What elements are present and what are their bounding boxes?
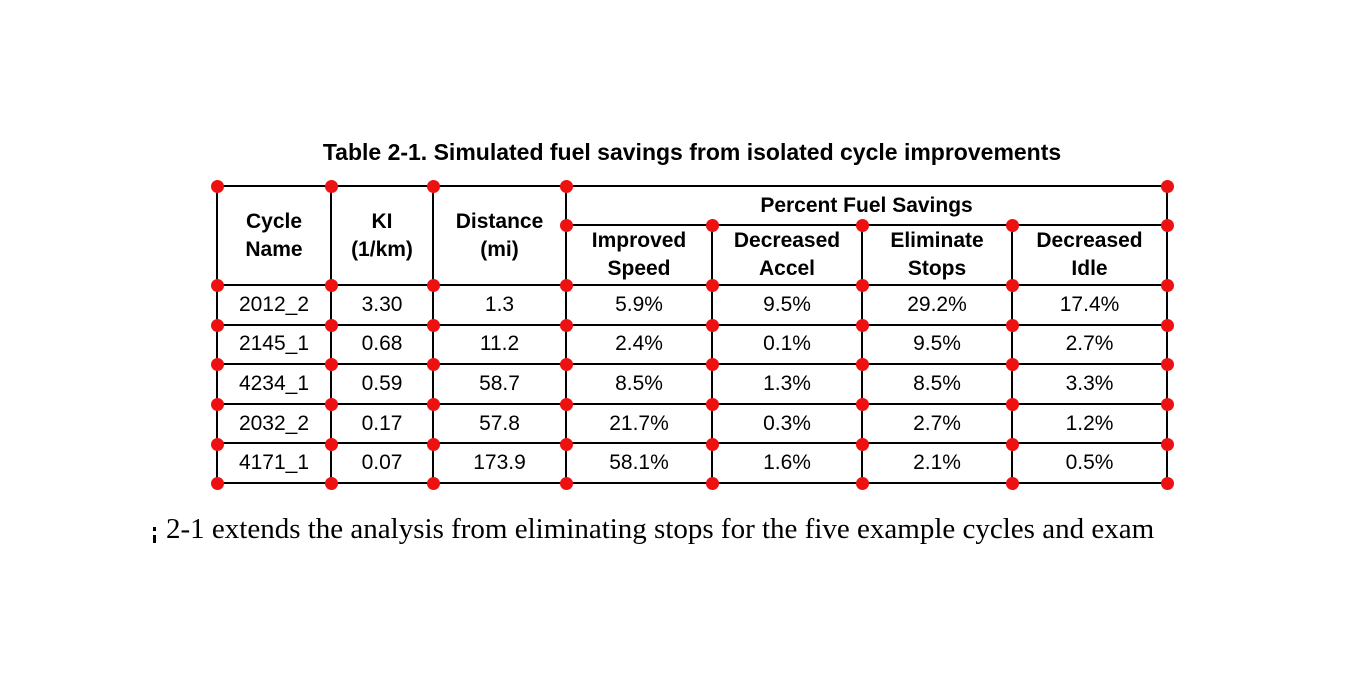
header-decreased-idle: Decreased Idle bbox=[1010, 224, 1169, 286]
header-distance: Distance (mi) bbox=[432, 185, 567, 286]
cell-decreased-idle: 0.5% bbox=[1010, 442, 1169, 484]
cell-improved-speed: 21.7% bbox=[565, 402, 713, 445]
header-percent-fuel-savings: Percent Fuel Savings bbox=[564, 185, 1169, 226]
cell-ki: 0.17 bbox=[330, 402, 434, 445]
cell-distance: 58.7 bbox=[432, 363, 567, 405]
cell-ki: 0.07 bbox=[330, 442, 434, 484]
cell-improved-speed: 8.5% bbox=[565, 363, 713, 405]
table-row: 4171_1 0.07 173.9 58.1% 1.6% 2.1% 0.5% bbox=[216, 442, 1169, 484]
fuel-savings-table: Cycle Name KI (1/km) Distance (mi) Perce… bbox=[216, 185, 1169, 484]
cell-improved-speed: 5.9% bbox=[565, 284, 713, 326]
header-improved-speed: Improved Speed bbox=[565, 224, 713, 286]
cell-decreased-idle: 3.3% bbox=[1010, 363, 1169, 405]
header-cycle-name: Cycle Name bbox=[216, 185, 332, 286]
table-caption: Table 2-1. Simulated fuel savings from i… bbox=[322, 139, 1062, 165]
header-row-sub: Improved Speed Decreased Accel Eliminate… bbox=[217, 224, 1169, 286]
cell-decreased-accel: 0.1% bbox=[711, 323, 863, 366]
cell-ki: 0.59 bbox=[330, 363, 434, 405]
cell-cycle-name: 2145_1 bbox=[216, 323, 332, 366]
table-row: 2012_2 3.30 1.3 5.9% 9.5% 29.2% 17.4% bbox=[216, 284, 1169, 326]
cell-decreased-accel: 1.6% bbox=[711, 442, 863, 484]
cell-ki: 0.68 bbox=[330, 323, 434, 366]
cell-eliminate-stops: 2.7% bbox=[861, 402, 1013, 445]
cell-improved-speed: 2.4% bbox=[565, 323, 713, 366]
clipped-glyph-fragment bbox=[153, 527, 156, 543]
cell-decreased-accel: 0.3% bbox=[711, 402, 863, 445]
cell-decreased-idle: 1.2% bbox=[1010, 402, 1169, 445]
cell-cycle-name: 4171_1 bbox=[216, 442, 332, 484]
header-ki: KI (1/km) bbox=[330, 185, 434, 286]
cell-decreased-accel: 9.5% bbox=[711, 284, 863, 326]
cell-decreased-idle: 2.7% bbox=[1010, 323, 1169, 366]
cell-improved-speed: 58.1% bbox=[565, 442, 713, 484]
header-row-group: Cycle Name KI (1/km) Distance (mi) Perce… bbox=[216, 185, 1169, 286]
header-eliminate-stops: Eliminate Stops bbox=[861, 224, 1013, 286]
cell-eliminate-stops: 9.5% bbox=[861, 323, 1013, 366]
cell-cycle-name: 2012_2 bbox=[216, 284, 332, 326]
cell-eliminate-stops: 29.2% bbox=[861, 284, 1013, 326]
table-row: 4234_1 0.59 58.7 8.5% 1.3% 8.5% 3.3% bbox=[216, 363, 1169, 405]
cell-decreased-accel: 1.3% bbox=[711, 363, 863, 405]
cell-cycle-name: 4234_1 bbox=[216, 363, 332, 405]
cell-distance: 57.8 bbox=[432, 402, 567, 445]
cell-ki: 3.30 bbox=[330, 284, 434, 326]
cell-eliminate-stops: 2.1% bbox=[861, 442, 1013, 484]
cell-eliminate-stops: 8.5% bbox=[861, 363, 1013, 405]
table-row: 2032_2 0.17 57.8 21.7% 0.3% 2.7% 1.2% bbox=[216, 402, 1169, 445]
cell-distance: 173.9 bbox=[432, 442, 567, 484]
cell-distance: 1.3 bbox=[432, 284, 567, 326]
body-text: 2-1 extends the analysis from eliminatin… bbox=[166, 513, 1155, 545]
cell-decreased-idle: 17.4% bbox=[1010, 284, 1169, 326]
cell-cycle-name: 2032_2 bbox=[216, 402, 332, 445]
header-decreased-accel: Decreased Accel bbox=[711, 224, 863, 286]
table-row: 2145_1 0.68 11.2 2.4% 0.1% 9.5% 2.7% bbox=[216, 323, 1169, 366]
cell-distance: 11.2 bbox=[432, 323, 567, 366]
